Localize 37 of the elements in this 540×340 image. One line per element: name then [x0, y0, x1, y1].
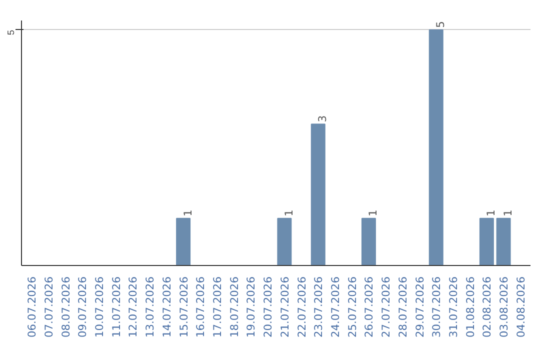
- x-tick-label: 14.07.2026: [160, 276, 174, 338]
- x-tick-label: 31.07.2026: [446, 276, 460, 338]
- x-tick-label: 11.07.2026: [110, 276, 123, 338]
- x-tick-label: 28.07.2026: [396, 276, 410, 338]
- x-tick-label: 24.07.2026: [328, 276, 342, 338]
- data-label: 1: [366, 210, 380, 216]
- data-label: 5: [434, 21, 448, 28]
- x-tick-label: 29.07.2026: [413, 276, 426, 338]
- data-label: 3: [316, 115, 330, 122]
- data-label: 1: [181, 210, 194, 216]
- x-tick-label: 26.07.2026: [362, 276, 376, 338]
- x-tick-label: 20.07.2026: [262, 276, 275, 338]
- x-tick-label: 16.07.2026: [194, 276, 208, 338]
- x-tick-label: 13.07.2026: [144, 276, 157, 338]
- x-tick-label: 30.07.2026: [430, 276, 444, 338]
- x-tick-label: 25.07.2026: [346, 276, 359, 338]
- x-tick-label: 12.07.2026: [126, 276, 140, 338]
- x-tick-label: 07.07.2026: [42, 276, 56, 338]
- x-tick-label: 04.08.2026: [514, 276, 528, 338]
- x-tick-label: 18.07.2026: [228, 276, 241, 338]
- data-label: 1: [484, 210, 498, 216]
- x-tick-label: 02.08.2026: [480, 276, 494, 338]
- x-tick-label: 08.07.2026: [59, 276, 72, 338]
- x-tick-label: 23.07.2026: [312, 276, 326, 338]
- x-tick-label: 27.07.2026: [380, 276, 393, 338]
- x-tick-label: 21.07.2026: [278, 276, 292, 338]
- x-tick-label: 19.07.2026: [244, 276, 258, 338]
- data-label: 1: [502, 210, 515, 216]
- data-label: 1: [282, 210, 296, 216]
- x-tick-label: 06.07.2026: [26, 276, 39, 338]
- x-tick-label: 09.07.2026: [76, 276, 90, 338]
- x-tick-label: 22.07.2026: [295, 276, 308, 338]
- x-tick-label: 15.07.2026: [177, 276, 190, 338]
- x-tick-label: 03.08.2026: [498, 276, 511, 338]
- x-tick-label: 10.07.2026: [93, 276, 106, 338]
- x-tick-label: 17.07.2026: [211, 276, 224, 338]
- x-tick-label: 01.08.2026: [464, 276, 477, 338]
